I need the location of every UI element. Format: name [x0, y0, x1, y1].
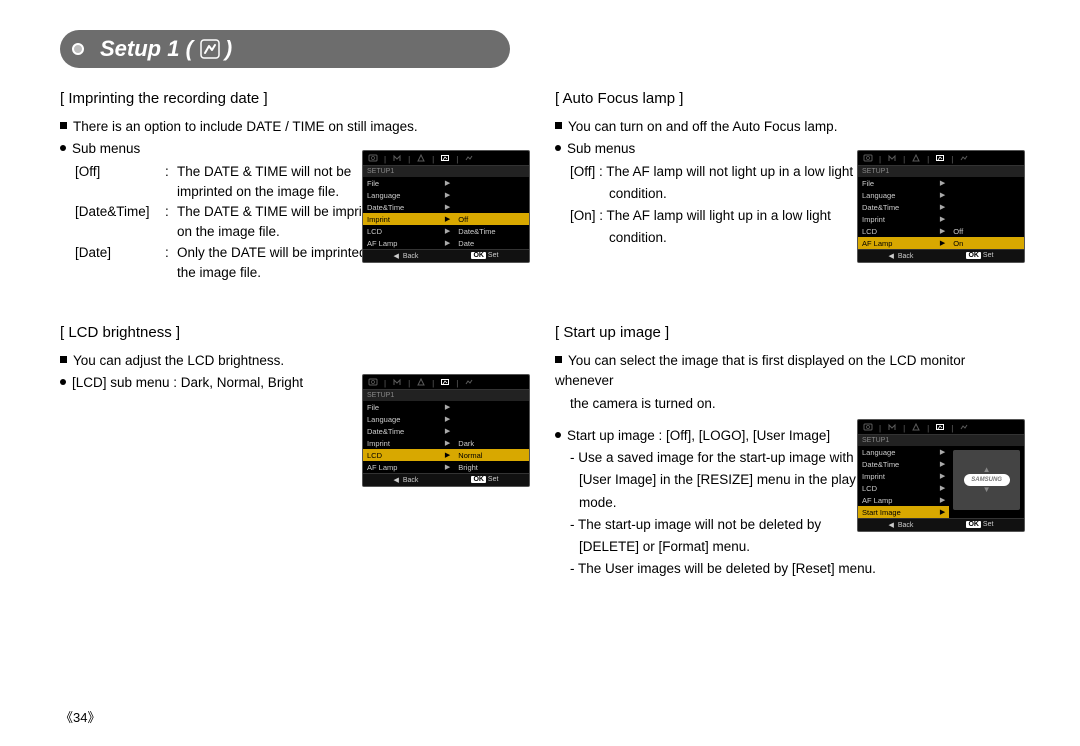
- section-title: [ Start up image ]: [555, 324, 1020, 341]
- detail-line: - The User images will be deleted by [Re…: [555, 559, 1020, 579]
- section-af-lamp: [ Auto Focus lamp ] You can turn on and …: [555, 90, 1020, 290]
- page-number: 《34》: [60, 707, 100, 726]
- square-bullet-icon: [555, 356, 562, 363]
- intro-line: You can turn on and off the Auto Focus l…: [555, 117, 1020, 137]
- header-title-suffix: ): [225, 36, 232, 62]
- right-column: [ Auto Focus lamp ] You can turn on and …: [555, 90, 1020, 614]
- dot-bullet-icon: [555, 145, 561, 151]
- left-column: [ Imprinting the recording date ] There …: [60, 90, 525, 614]
- intro-line: You can select the image that is first d…: [555, 351, 1020, 392]
- intro-line: There is an option to include DATE / TIM…: [60, 117, 525, 137]
- lcd-mock-aflamp: ||||SETUP1File▶Language▶Date&Time▶Imprin…: [857, 150, 1025, 263]
- lcd-mock-imprint: ||||SETUP1File▶Language▶Date&Time▶Imprin…: [362, 150, 530, 263]
- section-lcd-brightness: [ LCD brightness ] You can adjust the LC…: [60, 324, 525, 484]
- section-startup: [ Start up image ] You can select the im…: [555, 324, 1020, 580]
- manual-page: Setup 1 ( ) [ Imprinting the recording d…: [0, 0, 1080, 746]
- detail-line: [DELETE] or [Format] menu.: [555, 537, 1020, 557]
- square-bullet-icon: [60, 122, 67, 129]
- section-imprint: [ Imprinting the recording date ] There …: [60, 90, 525, 290]
- square-bullet-icon: [60, 356, 67, 363]
- section-title: [ Auto Focus lamp ]: [555, 90, 1020, 107]
- lcd-mock-startup: ||||SETUP1Language▶Date&Time▶Imprint▶LCD…: [857, 419, 1025, 532]
- page-title-bar: Setup 1 ( ): [60, 30, 510, 68]
- dot-bullet-icon: [60, 379, 66, 385]
- setup-icon: [199, 38, 221, 60]
- intro-line2: the camera is turned on.: [555, 394, 1020, 414]
- header-bullet: [72, 43, 84, 55]
- section-title: [ LCD brightness ]: [60, 324, 525, 341]
- header-title-prefix: Setup 1 (: [100, 36, 193, 62]
- dot-bullet-icon: [555, 432, 561, 438]
- dot-bullet-icon: [60, 145, 66, 151]
- section-title: [ Imprinting the recording date ]: [60, 90, 525, 107]
- lcd-mock-brightness: ||||SETUP1File▶Language▶Date&Time▶Imprin…: [362, 374, 530, 487]
- square-bullet-icon: [555, 122, 562, 129]
- intro-line: You can adjust the LCD brightness.: [60, 351, 525, 371]
- content-columns: [ Imprinting the recording date ] There …: [60, 90, 1020, 614]
